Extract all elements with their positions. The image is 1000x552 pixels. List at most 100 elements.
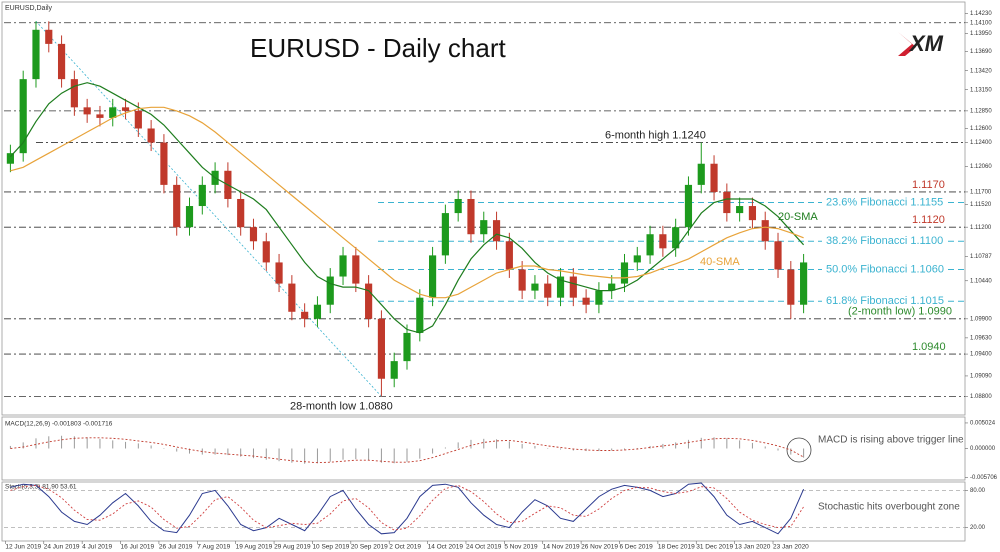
y-tick-label: 1.13690 xyxy=(970,49,992,55)
y-tick-label: 1.08800 xyxy=(970,394,992,400)
x-tick-label: 20 Sep 2019 xyxy=(351,544,388,551)
logo: XM xyxy=(898,31,944,56)
candle-body xyxy=(70,79,78,108)
candle-body xyxy=(429,255,437,298)
panel-annotation: MACD is rising above trigger line xyxy=(818,435,964,446)
macd-bar xyxy=(777,448,779,451)
level-label: 1.1170 xyxy=(912,179,945,191)
macd-bar xyxy=(240,448,242,457)
panel-annotation: Stochastic hits overbought zone xyxy=(818,502,960,513)
macd-bar xyxy=(125,441,127,449)
macd-bar xyxy=(252,448,254,459)
candle-body xyxy=(237,198,245,228)
candle-body xyxy=(633,255,641,263)
level-label: 1.0940 xyxy=(912,341,946,353)
x-tick-label: 6 Dec 2019 xyxy=(619,544,653,551)
candle-body xyxy=(83,107,91,115)
macd-bar xyxy=(726,438,728,449)
y-tick-label: 1.10787 xyxy=(970,254,992,260)
candle-body xyxy=(365,283,373,319)
macd-bar xyxy=(278,448,280,462)
candle-body xyxy=(556,276,565,298)
macd-bar xyxy=(419,448,421,459)
y-tick-label: 20.00 xyxy=(970,525,986,531)
candle-body xyxy=(173,184,181,228)
y-tick-label: -0.005706 xyxy=(970,475,998,481)
sma-line xyxy=(9,82,805,334)
candle-body xyxy=(723,191,731,214)
candle-body xyxy=(326,276,334,305)
x-tick-label: 2 Oct 2019 xyxy=(389,544,421,551)
candle-body xyxy=(505,241,513,270)
panel-title: Stoch(5,3,3) 81.90 53.61 xyxy=(5,484,77,491)
candle-body xyxy=(57,43,66,80)
x-tick-label: 31 Dec 2019 xyxy=(696,544,733,551)
candle-body xyxy=(492,220,501,242)
y-tick-label: 1.09400 xyxy=(970,352,992,358)
level-label: 28-month low 1.0880 xyxy=(290,400,393,412)
y-tick-label: 1.11200 xyxy=(970,225,992,231)
macd-bar xyxy=(227,448,229,456)
chart-title: EURUSD - Daily chart xyxy=(250,33,506,63)
panel-title: MACD(12,26,9) -0.001803 -0.001716 xyxy=(5,421,113,428)
macd-bar xyxy=(444,447,446,449)
y-tick-label: 1.11700 xyxy=(970,190,992,196)
candle-body xyxy=(109,107,117,118)
macd-bar xyxy=(137,443,139,449)
candle-body xyxy=(6,153,14,164)
x-tick-label: 7 Aug 2019 xyxy=(197,544,230,551)
macd-bar xyxy=(380,448,382,463)
y-tick-label: 1.12850 xyxy=(970,108,992,114)
x-tick-label: 24 Oct 2019 xyxy=(466,544,502,551)
stoch-line xyxy=(10,482,805,535)
candle-body xyxy=(748,206,757,221)
macd-bar xyxy=(355,448,357,460)
candle-body xyxy=(646,234,654,256)
candle-body xyxy=(377,318,385,379)
candle-body xyxy=(185,206,194,228)
macd-bar xyxy=(713,437,715,449)
macd-bar xyxy=(176,448,178,452)
macd-bar xyxy=(61,435,63,449)
macd-bar xyxy=(623,448,625,450)
candle-body xyxy=(595,290,603,305)
signal-line xyxy=(10,437,804,464)
macd-bar xyxy=(521,443,523,449)
macd-bar xyxy=(189,448,191,454)
candle-body xyxy=(761,220,769,242)
macd-bar xyxy=(48,436,50,449)
candle-body xyxy=(313,304,322,319)
series-label: 40-SMA xyxy=(700,256,740,268)
candle-body xyxy=(659,234,667,249)
level-label: 6-month high 1.1240 xyxy=(605,129,706,141)
main-panel xyxy=(1,1,966,416)
candle-body xyxy=(672,227,680,249)
macd-bar xyxy=(764,446,766,449)
candle-body xyxy=(569,276,577,298)
macd-bar xyxy=(214,448,216,455)
macd-bar xyxy=(687,439,689,449)
macd-bar xyxy=(470,439,472,449)
candle-body xyxy=(736,206,744,214)
x-tick-label: 26 Nov 2019 xyxy=(581,544,618,551)
macd-bar xyxy=(751,442,753,449)
macd-bar xyxy=(9,445,11,449)
macd-bar xyxy=(393,448,395,464)
y-tick-label: 1.13150 xyxy=(970,87,992,93)
macd-bar xyxy=(35,438,37,449)
y-tick-label: 0.000000 xyxy=(970,446,996,452)
y-tick-label: 1.14230 xyxy=(970,11,992,17)
level-label: (2-month low) 1.0990 xyxy=(848,306,952,318)
sma-line xyxy=(10,106,804,299)
macd-bar xyxy=(483,438,485,449)
macd-bar xyxy=(316,448,318,464)
logo-text: XM xyxy=(908,31,944,56)
macd-bar xyxy=(547,447,549,449)
y-tick-label: 1.12400 xyxy=(970,140,992,146)
x-tick-label: 26 Jul 2019 xyxy=(159,544,193,551)
y-tick-label: 1.09630 xyxy=(970,335,992,341)
candle-body xyxy=(518,269,526,291)
x-tick-label: 16 Jul 2019 xyxy=(121,544,155,551)
